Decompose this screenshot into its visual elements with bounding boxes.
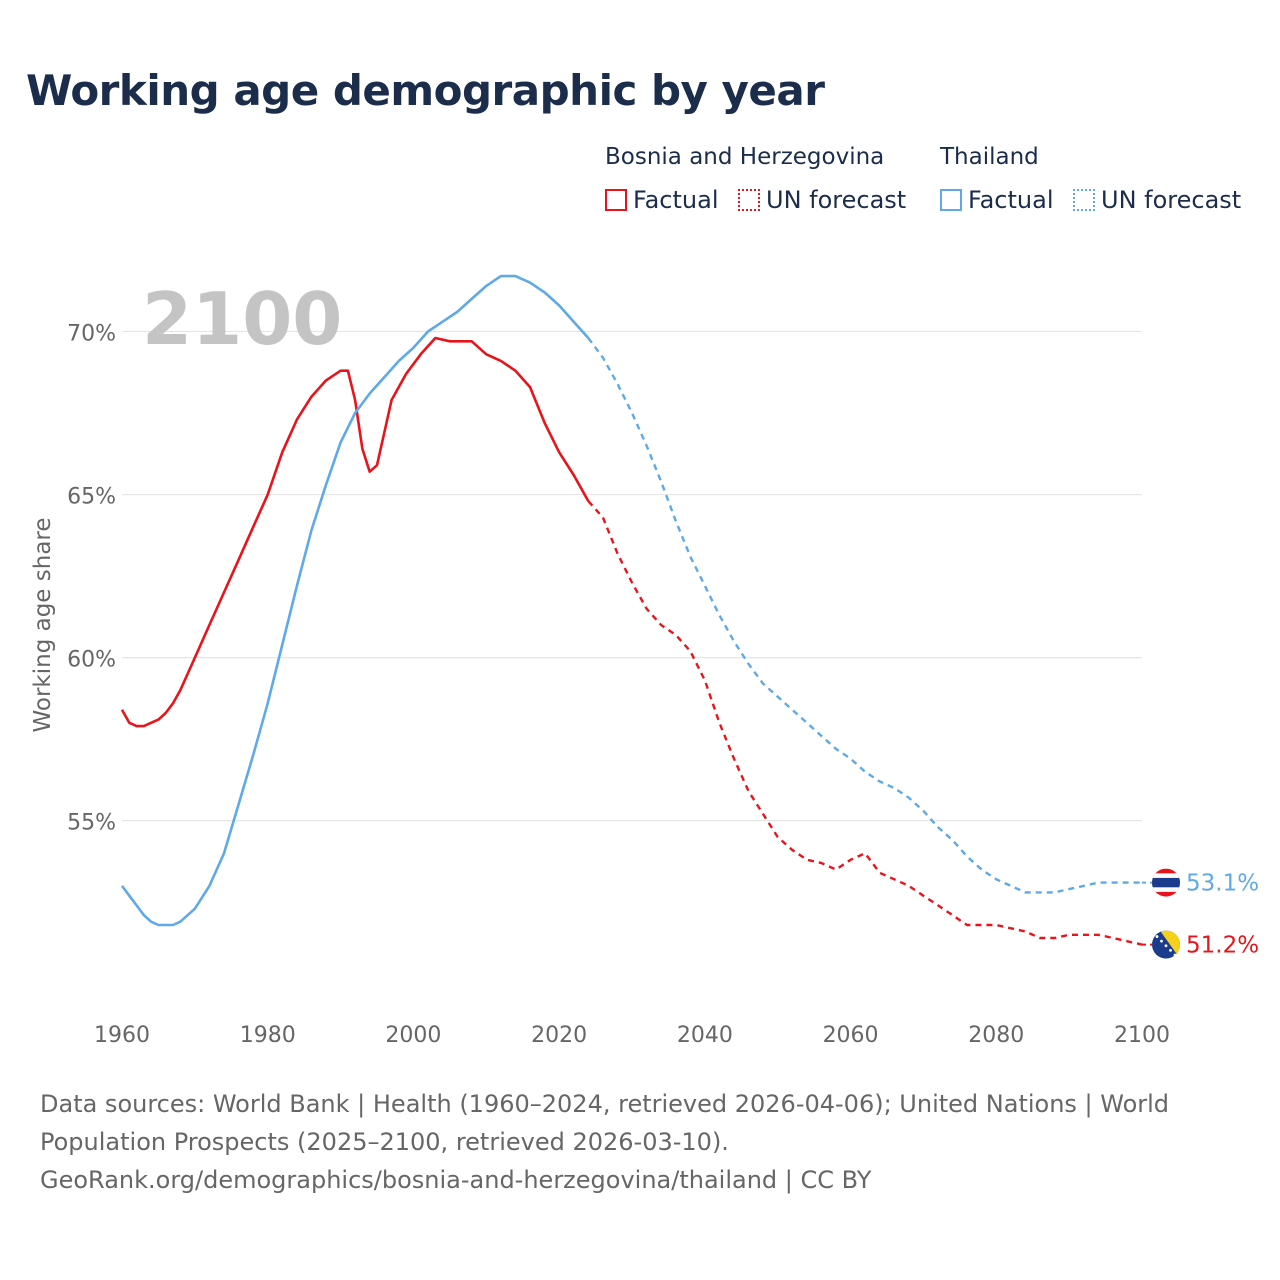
series-line-factual xyxy=(120,274,590,927)
y-tick-label: 65% xyxy=(67,485,116,510)
source-text-line-1: Data sources: World Bank | Health (1960–… xyxy=(40,1090,1170,1118)
legend-label: Factual xyxy=(968,186,1054,214)
series-end-label: 53.1% xyxy=(1186,871,1259,897)
legend-item-bosnia-forecast[interactable]: UN forecast xyxy=(738,186,906,214)
legend-swatch-solid xyxy=(940,189,962,211)
legend-label: UN forecast xyxy=(1101,186,1242,214)
series-line-forecast xyxy=(587,337,1142,894)
source-text-line-3[interactable]: GeoRank.org/demographics/bosnia-and-herz… xyxy=(40,1166,872,1194)
x-tick-label: 1960 xyxy=(94,1023,150,1048)
x-tick-label: 2080 xyxy=(968,1023,1024,1048)
series-end-label: 51.2% xyxy=(1186,933,1259,959)
thailand-flag xyxy=(1152,868,1180,897)
series-line-factual xyxy=(120,336,590,728)
legend-group-thailand: Thailand xyxy=(940,144,1039,170)
legend-swatch-dotted xyxy=(738,189,760,211)
flag-stripe-blue xyxy=(1152,877,1180,888)
legend-item-thailand-factual[interactable]: Factual xyxy=(940,186,1054,214)
legend-swatch-solid xyxy=(605,189,627,211)
flag-star xyxy=(1169,948,1172,952)
x-tick-label: 2060 xyxy=(823,1023,879,1048)
source-text-line-2: Population Prospects (2025–2100, retriev… xyxy=(40,1128,729,1156)
series-line-forecast xyxy=(587,500,1143,946)
x-tick-label: 1980 xyxy=(240,1023,296,1048)
flag-star xyxy=(1160,939,1163,943)
flag-star xyxy=(1173,953,1177,957)
y-axis-label: Working age share xyxy=(30,517,56,732)
legend-label: Factual xyxy=(633,186,719,214)
x-tick-label: 2000 xyxy=(385,1023,441,1048)
legend-item-thailand-forecast[interactable]: UN forecast xyxy=(1073,186,1241,214)
x-tick-label: 2020 xyxy=(531,1023,587,1048)
y-tick-label: 55% xyxy=(67,811,116,836)
y-tick-label: 70% xyxy=(67,322,116,347)
bosnia-flag xyxy=(1152,930,1180,959)
legend-item-bosnia-factual[interactable]: Factual xyxy=(605,186,719,214)
legend-label: UN forecast xyxy=(766,186,907,214)
y-tick-label: 60% xyxy=(67,648,116,673)
flag-star xyxy=(1155,935,1159,938)
x-tick-label: 2100 xyxy=(1114,1023,1170,1048)
x-tick-label: 2040 xyxy=(677,1023,733,1048)
year-watermark: 2100 xyxy=(142,277,342,361)
chart-title: Working age demographic by year xyxy=(26,66,825,115)
legend-swatch-dotted xyxy=(1073,189,1095,211)
flag-star xyxy=(1164,944,1168,948)
flag-triangle-yellow xyxy=(1160,930,1180,959)
legend-group-bosnia: Bosnia and Herzegovina xyxy=(605,144,885,170)
